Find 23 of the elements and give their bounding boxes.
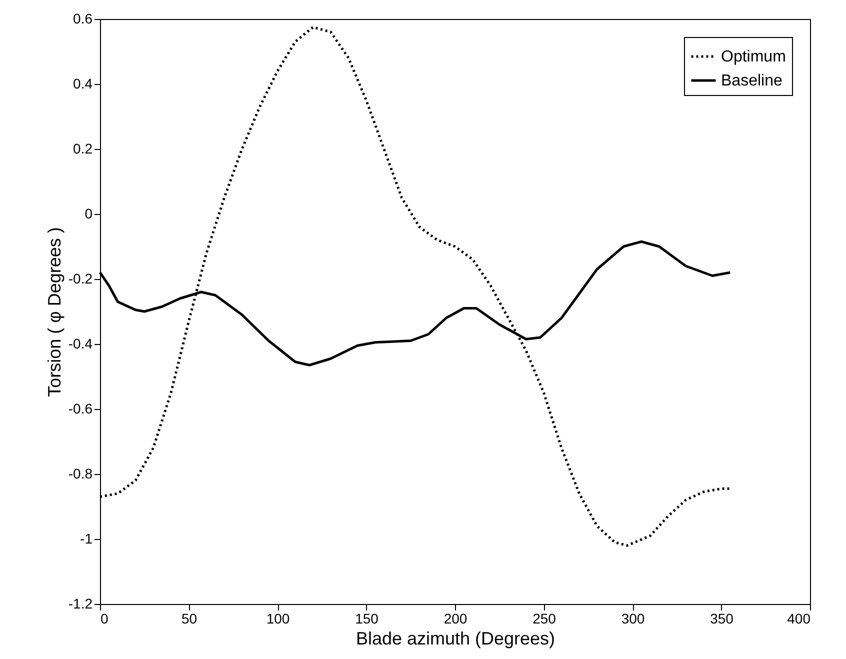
y-tick-label: 0 [84, 206, 93, 222]
y-tick-label: -0.6 [68, 400, 93, 416]
x-tick-label: 300 [621, 610, 645, 626]
y-tick-label: 0.4 [73, 76, 93, 92]
x-tick-label: 100 [266, 610, 290, 626]
y-tick-label: -0.8 [68, 466, 93, 482]
legend-label: Baseline [721, 72, 782, 90]
y-tick-label: -1 [80, 530, 93, 546]
x-tick-label: 350 [710, 610, 734, 626]
x-tick-label: 250 [532, 610, 556, 626]
y-tick-label: 0.6 [73, 10, 93, 26]
x-tick-label: 0 [100, 610, 108, 626]
x-tick-label: 400 [787, 610, 811, 626]
x-axis-title: Blade azimuth (Degrees) [356, 628, 556, 648]
y-tick-label: -0.2 [68, 270, 93, 286]
x-tick-label: 150 [355, 610, 379, 626]
y-tick-label: 0.2 [73, 140, 93, 156]
x-tick-label: 50 [181, 610, 198, 626]
y-tick-label: -0.4 [68, 336, 93, 352]
y-tick-label: -1.2 [68, 596, 93, 612]
legend-label: Optimum [721, 48, 786, 66]
y-axis-title: Torsion ( φ Degrees ) [44, 227, 64, 397]
x-tick-label: 200 [444, 610, 468, 626]
